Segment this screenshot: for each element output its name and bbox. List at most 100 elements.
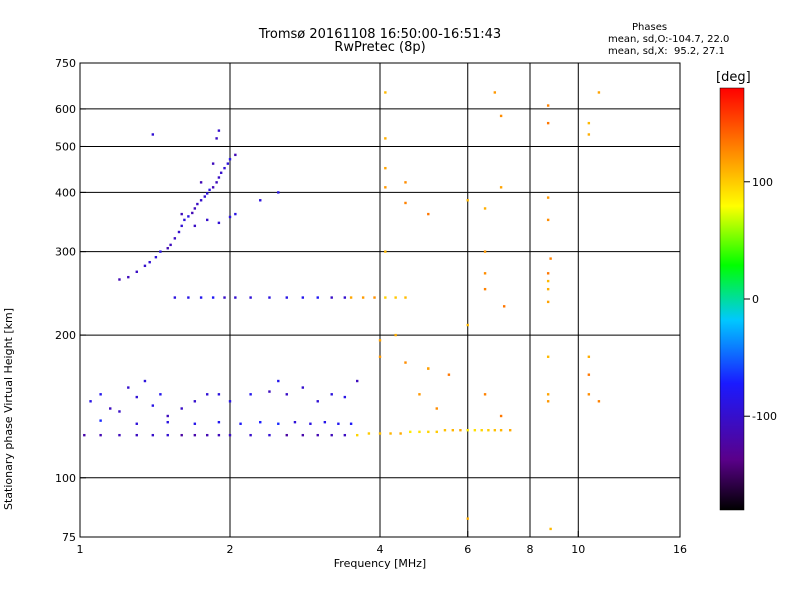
data-point — [211, 296, 215, 299]
data-point — [466, 323, 469, 327]
data-point — [597, 400, 601, 403]
data-point — [127, 275, 130, 279]
data-point — [187, 296, 190, 299]
data-point — [378, 432, 382, 435]
data-point — [499, 414, 503, 418]
data-point — [389, 432, 392, 435]
data-point — [587, 355, 591, 358]
data-point — [355, 379, 359, 383]
data-point — [451, 429, 455, 432]
data-point — [404, 181, 407, 184]
data-point — [203, 195, 206, 198]
data-point — [404, 296, 407, 299]
grid-layer — [80, 63, 680, 537]
data-point — [316, 433, 319, 437]
data-point — [546, 400, 550, 403]
data-point — [180, 212, 183, 216]
data-point — [330, 296, 333, 299]
data-point — [435, 430, 438, 434]
data-point — [549, 257, 552, 260]
data-point — [191, 211, 194, 215]
data-point — [89, 400, 92, 403]
x-axis-label: Frequency [MHz] — [333, 557, 427, 570]
data-point — [587, 121, 591, 125]
data-point — [217, 393, 221, 396]
colorbar-unit: [deg] — [716, 70, 751, 85]
data-point — [199, 199, 203, 202]
data-point — [337, 422, 340, 425]
y-tick-label: 300 — [55, 246, 76, 259]
y-axis-label: Stationary phase Virtual Height [km] — [2, 307, 15, 510]
data-point — [159, 250, 162, 253]
data-point — [205, 433, 209, 437]
data-point — [166, 414, 169, 418]
data-point — [427, 367, 430, 370]
data-point — [427, 430, 430, 434]
data-point — [234, 296, 237, 299]
colorbar-tick-label: 0 — [752, 293, 759, 306]
data-point — [378, 355, 382, 358]
data-point — [183, 218, 186, 222]
data-point — [418, 430, 421, 434]
data-point — [466, 199, 469, 202]
data-point — [205, 393, 209, 396]
stats-x-mode: mean, sd,X: 95.2, 27.1 — [608, 46, 725, 57]
data-point — [277, 422, 280, 425]
data-point — [215, 181, 218, 184]
data-point — [159, 393, 162, 396]
data-point — [546, 393, 550, 396]
data-point — [343, 395, 347, 399]
data-point — [173, 296, 177, 299]
data-point — [180, 433, 183, 437]
data-point — [217, 420, 221, 424]
x-tick-label: 4 — [377, 543, 384, 556]
data-point — [483, 250, 487, 253]
data-point — [373, 296, 376, 299]
data-point — [187, 215, 190, 218]
data-point — [199, 296, 203, 299]
data-point — [404, 361, 407, 364]
data-point — [418, 393, 421, 396]
data-point — [546, 196, 550, 199]
colorbar — [719, 87, 745, 511]
data-point — [483, 287, 487, 291]
data-point — [404, 201, 407, 205]
data-point — [546, 272, 550, 275]
data-point — [483, 207, 487, 210]
data-point — [546, 355, 550, 358]
data-point — [268, 296, 271, 299]
data-point — [217, 129, 221, 132]
data-point — [223, 296, 226, 299]
data-point — [394, 296, 397, 299]
data-point — [355, 433, 359, 437]
data-point — [546, 287, 550, 291]
data-point — [219, 171, 223, 174]
data-point — [285, 296, 288, 299]
data-point — [546, 104, 550, 107]
data-point — [208, 188, 211, 192]
data-point — [180, 407, 183, 410]
y-tick-label: 100 — [55, 472, 76, 485]
data-point — [166, 433, 169, 437]
data-points-layer — [83, 91, 601, 531]
data-point — [135, 270, 138, 273]
data-point — [223, 166, 226, 170]
data-point — [135, 422, 138, 425]
data-point — [193, 207, 197, 210]
data-point — [546, 121, 550, 125]
data-point — [361, 296, 365, 299]
data-point — [228, 215, 232, 219]
data-point — [301, 296, 305, 299]
data-point — [166, 247, 169, 250]
y-tick-label: 500 — [55, 140, 76, 153]
data-point — [135, 395, 138, 399]
data-point — [293, 420, 297, 424]
data-point — [384, 166, 387, 170]
data-point — [323, 420, 327, 424]
data-point — [169, 243, 172, 247]
data-point — [343, 433, 347, 437]
chart-title: Tromsø 20161108 16:50:00-16:51:43 — [258, 27, 502, 42]
x-tick-label: 16 — [673, 543, 687, 556]
data-point — [180, 224, 183, 228]
